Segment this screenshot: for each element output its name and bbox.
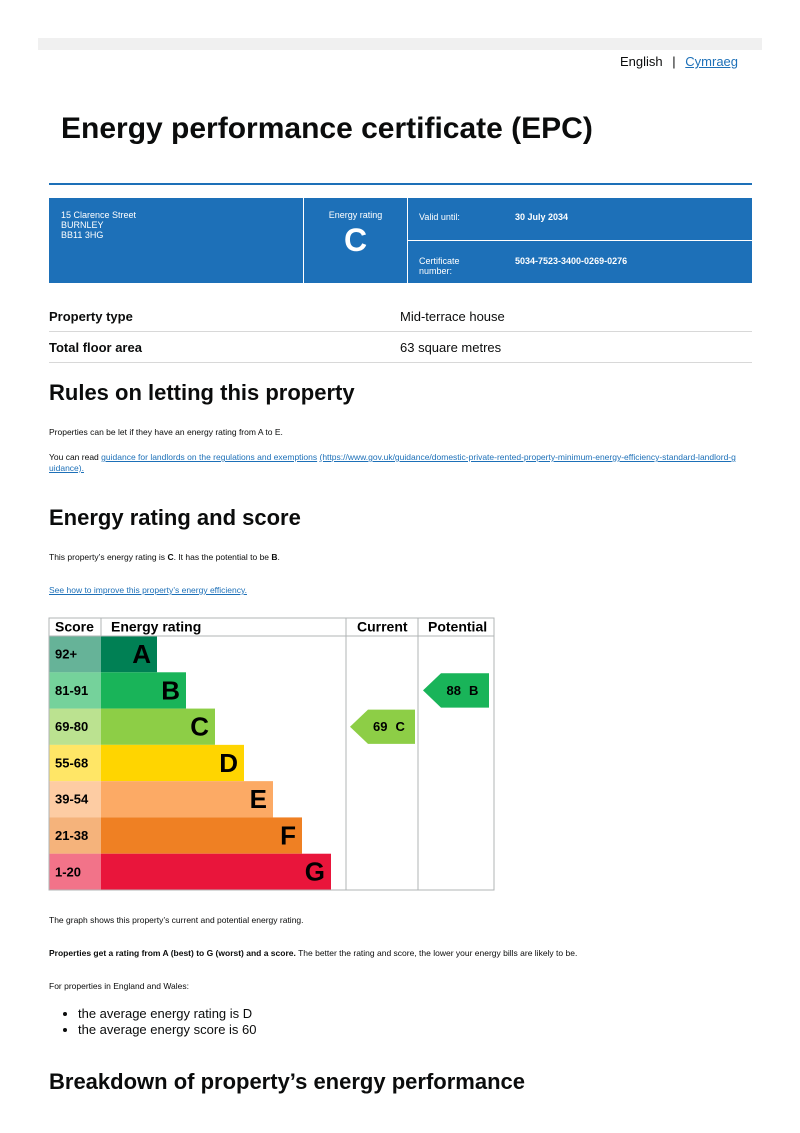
band-range: 55-68	[55, 755, 88, 770]
guidance-link[interactable]: guidance for landlords on the regulation…	[101, 452, 318, 462]
text: C	[167, 552, 174, 562]
bullet: the average energy rating is D	[78, 1006, 257, 1022]
bullet-list: the average energy rating is D the avera…	[38, 1006, 257, 1038]
section-heading: Breakdown of property’s energy performan…	[49, 1069, 525, 1094]
band-letter: G	[305, 857, 325, 887]
separator: |	[672, 54, 676, 69]
rating-label: Energy rating	[328, 210, 383, 220]
band-letter: D	[219, 748, 238, 778]
valid-date: 30 July 2034	[515, 212, 569, 222]
row-value: Mid-terrace house	[400, 309, 505, 324]
address-line: BURNLEY	[61, 220, 104, 230]
score-cell	[49, 744, 101, 782]
language-switch: English | Cymraeg	[620, 54, 738, 69]
address-box: 15 Clarence Street BURNLEY BB11 3HG	[49, 198, 303, 283]
band-letter: C	[190, 712, 209, 742]
valid-box: Valid until: 30 July 2034	[408, 198, 752, 240]
column-header: Energy rating	[111, 619, 201, 635]
text: . It has the potential to be	[173, 552, 272, 562]
band-bar	[101, 636, 157, 673]
row-label: Total floor area	[49, 340, 142, 355]
current-letter: C	[396, 719, 406, 734]
paragraph: For properties in England and Wales:	[49, 981, 190, 991]
band-bar	[101, 817, 302, 854]
improve-link[interactable]: See how to improve this property’s energ…	[49, 585, 247, 595]
divider	[49, 183, 752, 185]
band-range: 1-20	[55, 864, 81, 879]
language-link[interactable]: Cymraeg	[685, 54, 739, 69]
property-row: Total floor area 63 square metres	[49, 332, 752, 363]
text: The better the rating and score, the low…	[298, 948, 578, 958]
score-cell	[49, 781, 101, 818]
property-row: Property type Mid-terrace house	[49, 301, 752, 332]
column-header: Potential	[428, 619, 487, 635]
row-label: Property type	[49, 309, 133, 324]
band-range: 92+	[55, 647, 77, 662]
column-header: Score	[55, 619, 94, 635]
rating-box: Energy rating C	[304, 198, 407, 283]
score-cell	[49, 853, 101, 890]
band-letter: E	[250, 784, 267, 814]
valid-label: Valid until:	[419, 212, 460, 222]
text: .	[277, 552, 280, 562]
certificate-box: Certificate number: 5034-7523-3400-0269-…	[408, 241, 752, 283]
bullet: the average energy score is 60	[78, 1022, 257, 1038]
band-letter: B	[161, 675, 180, 705]
text: This property’s energy rating is	[49, 552, 168, 562]
potential-letter: B	[469, 683, 478, 698]
text: Properties get a rating from A (best) to…	[49, 948, 296, 958]
paragraph: Properties get a rating from A (best) to…	[49, 948, 577, 958]
address-line: 15 Clarence Street	[61, 210, 137, 220]
band-bar	[101, 853, 331, 890]
band-letter: A	[132, 639, 151, 669]
paragraph: This property’s energy rating is C. It h…	[49, 552, 280, 562]
column-header: Current	[357, 619, 408, 635]
certificate-label: Certificate number:	[419, 256, 460, 276]
top-bar	[38, 38, 762, 50]
address-line: BB11 3HG	[61, 230, 104, 240]
row-value: 63 square metres	[400, 340, 502, 355]
band-range: 39-54	[55, 792, 89, 807]
band-range: 21-38	[55, 828, 88, 843]
paragraph: The graph shows this property’s current …	[49, 915, 304, 925]
band-bar	[101, 672, 186, 709]
paragraph: You can read guidance for landlords on t…	[49, 452, 739, 474]
guidance-url[interactable]: (https://www.gov.uk/guidance/domestic-pr…	[49, 452, 736, 473]
text: B	[271, 552, 278, 562]
paragraph: Properties can be let if they have an en…	[49, 427, 283, 437]
certificate-number: 5034-7523-3400-0269-0276	[515, 256, 628, 266]
chart-frame	[48, 617, 495, 891]
rating-letter: C	[343, 222, 368, 258]
language-current: English	[620, 54, 663, 69]
potential-arrow	[423, 673, 489, 708]
potential-score: 88	[447, 683, 461, 698]
current-arrow	[350, 709, 415, 744]
score-cell	[49, 636, 101, 673]
text: You can read	[49, 452, 99, 462]
band-bar	[101, 708, 215, 745]
page-title: Energy performance certificate (EPC)	[61, 112, 593, 145]
band-range: 81-91	[55, 683, 88, 698]
score-cell	[49, 672, 101, 709]
section-heading: Energy rating and score	[49, 505, 301, 530]
section-heading: Rules on letting this property	[49, 380, 355, 405]
score-cell	[49, 708, 101, 745]
band-letter: F	[280, 820, 296, 850]
band-bar	[101, 744, 244, 782]
current-score: 69	[373, 719, 387, 734]
score-cell	[49, 817, 101, 854]
band-range: 69-80	[55, 719, 88, 734]
band-bar	[101, 781, 273, 818]
